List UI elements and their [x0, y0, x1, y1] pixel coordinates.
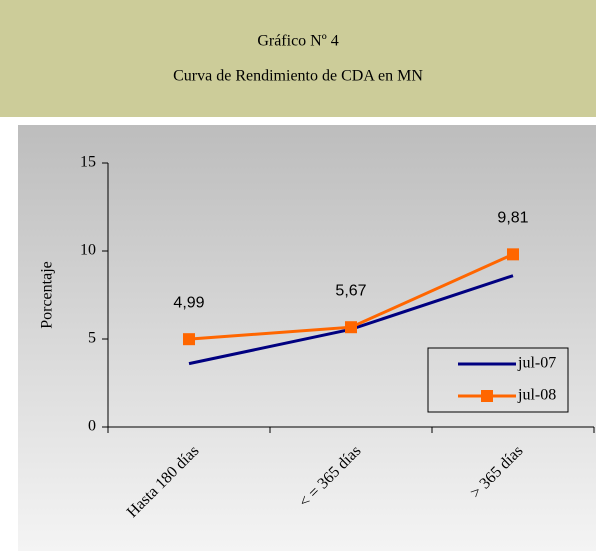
y-tick-label: 0: [88, 418, 96, 435]
marker: [345, 321, 357, 334]
value-label: 9,81: [497, 210, 528, 227]
y-tick-label: 15: [80, 154, 96, 171]
legend-marker: [481, 390, 493, 402]
y-tick-label: 5: [88, 330, 96, 347]
value-label: 5,67: [335, 282, 366, 299]
value-label: 4,99: [173, 294, 204, 311]
legend-label: jul-08: [517, 387, 556, 404]
header-box: [0, 0, 596, 117]
chart-subtitle: Curva de Rendimiento de CDA en MN: [173, 68, 423, 85]
y-axis-label: Porcentaje: [39, 261, 56, 329]
marker: [507, 248, 519, 261]
legend-label: jul-07: [517, 355, 556, 372]
marker: [183, 333, 195, 346]
legend-box: [427, 347, 569, 413]
y-tick-label: 10: [80, 242, 96, 259]
chart-title: Gráfico Nº 4: [257, 33, 338, 50]
